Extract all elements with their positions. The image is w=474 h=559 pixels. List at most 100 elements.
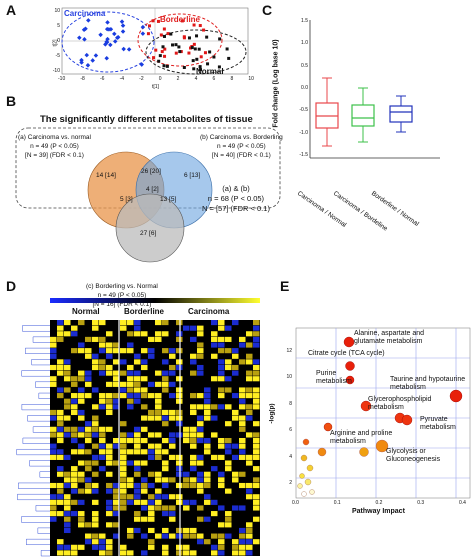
heatmap-cell bbox=[78, 511, 85, 517]
heatmap-cell bbox=[64, 387, 71, 393]
heatmap-cell bbox=[71, 409, 78, 416]
heatmap-cell bbox=[57, 331, 64, 337]
dendrogram-branch bbox=[21, 370, 50, 377]
heatmap-cell bbox=[50, 348, 57, 354]
heatmap-cell bbox=[176, 364, 183, 371]
heatmap-cell bbox=[57, 454, 64, 460]
heatmap-cell bbox=[106, 443, 113, 449]
heatmap-cell bbox=[113, 494, 120, 500]
heatmap-cell bbox=[239, 505, 246, 511]
heatmap-cell bbox=[64, 550, 71, 556]
heatmap-cell bbox=[176, 421, 183, 427]
panel-e-letter: E bbox=[280, 278, 290, 294]
heatmap-cell bbox=[197, 342, 204, 348]
heatmap-cell bbox=[113, 381, 120, 387]
heatmap-cell bbox=[218, 393, 225, 399]
heatmap-cell bbox=[92, 364, 99, 371]
heatmap-cell bbox=[162, 466, 169, 472]
score-point bbox=[182, 65, 186, 69]
heatmap-cell bbox=[197, 393, 204, 399]
heatmap-cell bbox=[169, 393, 176, 399]
heatmap-cell bbox=[225, 488, 232, 494]
score-point bbox=[162, 64, 166, 68]
heatmap-cell bbox=[148, 348, 155, 354]
heatmap-cell bbox=[169, 443, 176, 449]
heatmap-cell bbox=[190, 460, 197, 466]
heatmap-cell bbox=[85, 381, 92, 387]
heatmap-cell bbox=[120, 471, 127, 477]
heatmap-cell bbox=[155, 494, 162, 500]
score-point bbox=[171, 43, 175, 47]
score-point bbox=[169, 32, 173, 36]
heatmap-cell bbox=[120, 320, 127, 326]
heatmap-cell bbox=[71, 466, 78, 472]
heatmap-cell bbox=[232, 348, 239, 354]
heatmap-cell bbox=[253, 359, 260, 365]
heatmap-cell bbox=[85, 449, 92, 455]
heatmap-cell bbox=[253, 499, 260, 505]
heatmap-cell bbox=[71, 393, 78, 399]
heatmap-cell bbox=[183, 533, 190, 539]
heatmap-cell bbox=[162, 381, 169, 387]
score-point bbox=[106, 27, 112, 32]
heatmap-cell bbox=[162, 511, 169, 517]
score-point bbox=[98, 32, 103, 38]
heatmap-cell bbox=[141, 533, 148, 539]
heatmap-cell bbox=[176, 398, 183, 404]
heatmap-cell bbox=[162, 415, 169, 421]
heatmap-cell bbox=[246, 527, 253, 534]
heatmap-cell bbox=[106, 471, 113, 477]
heatmap-cell bbox=[232, 477, 239, 483]
heatmap-cell bbox=[169, 432, 176, 438]
score-point bbox=[205, 35, 209, 39]
heatmap-cell bbox=[106, 522, 113, 528]
heatmap-cell bbox=[120, 482, 127, 489]
heatmap-cell bbox=[71, 550, 78, 556]
heatmap-cell bbox=[113, 438, 120, 444]
heatmap-cell bbox=[218, 348, 225, 354]
heatmap-cell bbox=[225, 364, 232, 371]
heatmap-cell bbox=[106, 449, 113, 455]
heatmap-cell bbox=[50, 505, 57, 511]
heatmap-cell bbox=[169, 516, 176, 522]
heatmap-cell bbox=[197, 421, 204, 427]
score-point bbox=[126, 47, 132, 52]
heatmap-cell bbox=[127, 364, 134, 371]
heatmap-cell bbox=[246, 550, 253, 556]
heatmap-cell bbox=[127, 432, 134, 438]
heatmap-cell bbox=[239, 533, 246, 539]
heatmap-cell bbox=[134, 511, 141, 517]
heatmap-cell bbox=[50, 449, 57, 455]
heatmap-cell bbox=[232, 370, 239, 376]
heatmap-cell bbox=[232, 539, 239, 545]
heatmap-cell bbox=[57, 432, 64, 438]
score-point bbox=[206, 62, 210, 66]
score-point bbox=[121, 46, 126, 52]
heatmap-cell bbox=[155, 370, 162, 376]
heatmap-cell bbox=[253, 370, 260, 376]
heatmap-cell bbox=[134, 494, 141, 500]
score-point bbox=[151, 19, 155, 23]
heatmap-cell bbox=[127, 438, 134, 444]
heatmap-cell bbox=[106, 505, 113, 511]
heatmap-cell bbox=[64, 376, 71, 382]
heatmap-cell bbox=[155, 320, 162, 326]
heatmap-cell bbox=[155, 432, 162, 438]
score-point bbox=[187, 36, 191, 40]
heatmap-cell bbox=[92, 443, 99, 449]
heatmap-cell bbox=[253, 364, 260, 371]
score-point bbox=[85, 63, 91, 68]
heatmap-cell bbox=[204, 449, 211, 455]
heatmap-cell bbox=[183, 527, 190, 534]
heatmap-cell bbox=[211, 454, 218, 460]
heatmap-cell bbox=[169, 348, 176, 354]
heatmap-cell bbox=[64, 477, 71, 483]
heatmap-cell bbox=[106, 460, 113, 466]
heatmap-cell bbox=[99, 426, 106, 432]
heatmap-cell bbox=[141, 359, 148, 365]
heatmap-cell bbox=[106, 342, 113, 348]
score-point bbox=[178, 50, 182, 54]
heatmap-cell bbox=[218, 370, 225, 376]
heatmap-cell bbox=[99, 359, 106, 365]
heatmap-cell bbox=[190, 454, 197, 460]
